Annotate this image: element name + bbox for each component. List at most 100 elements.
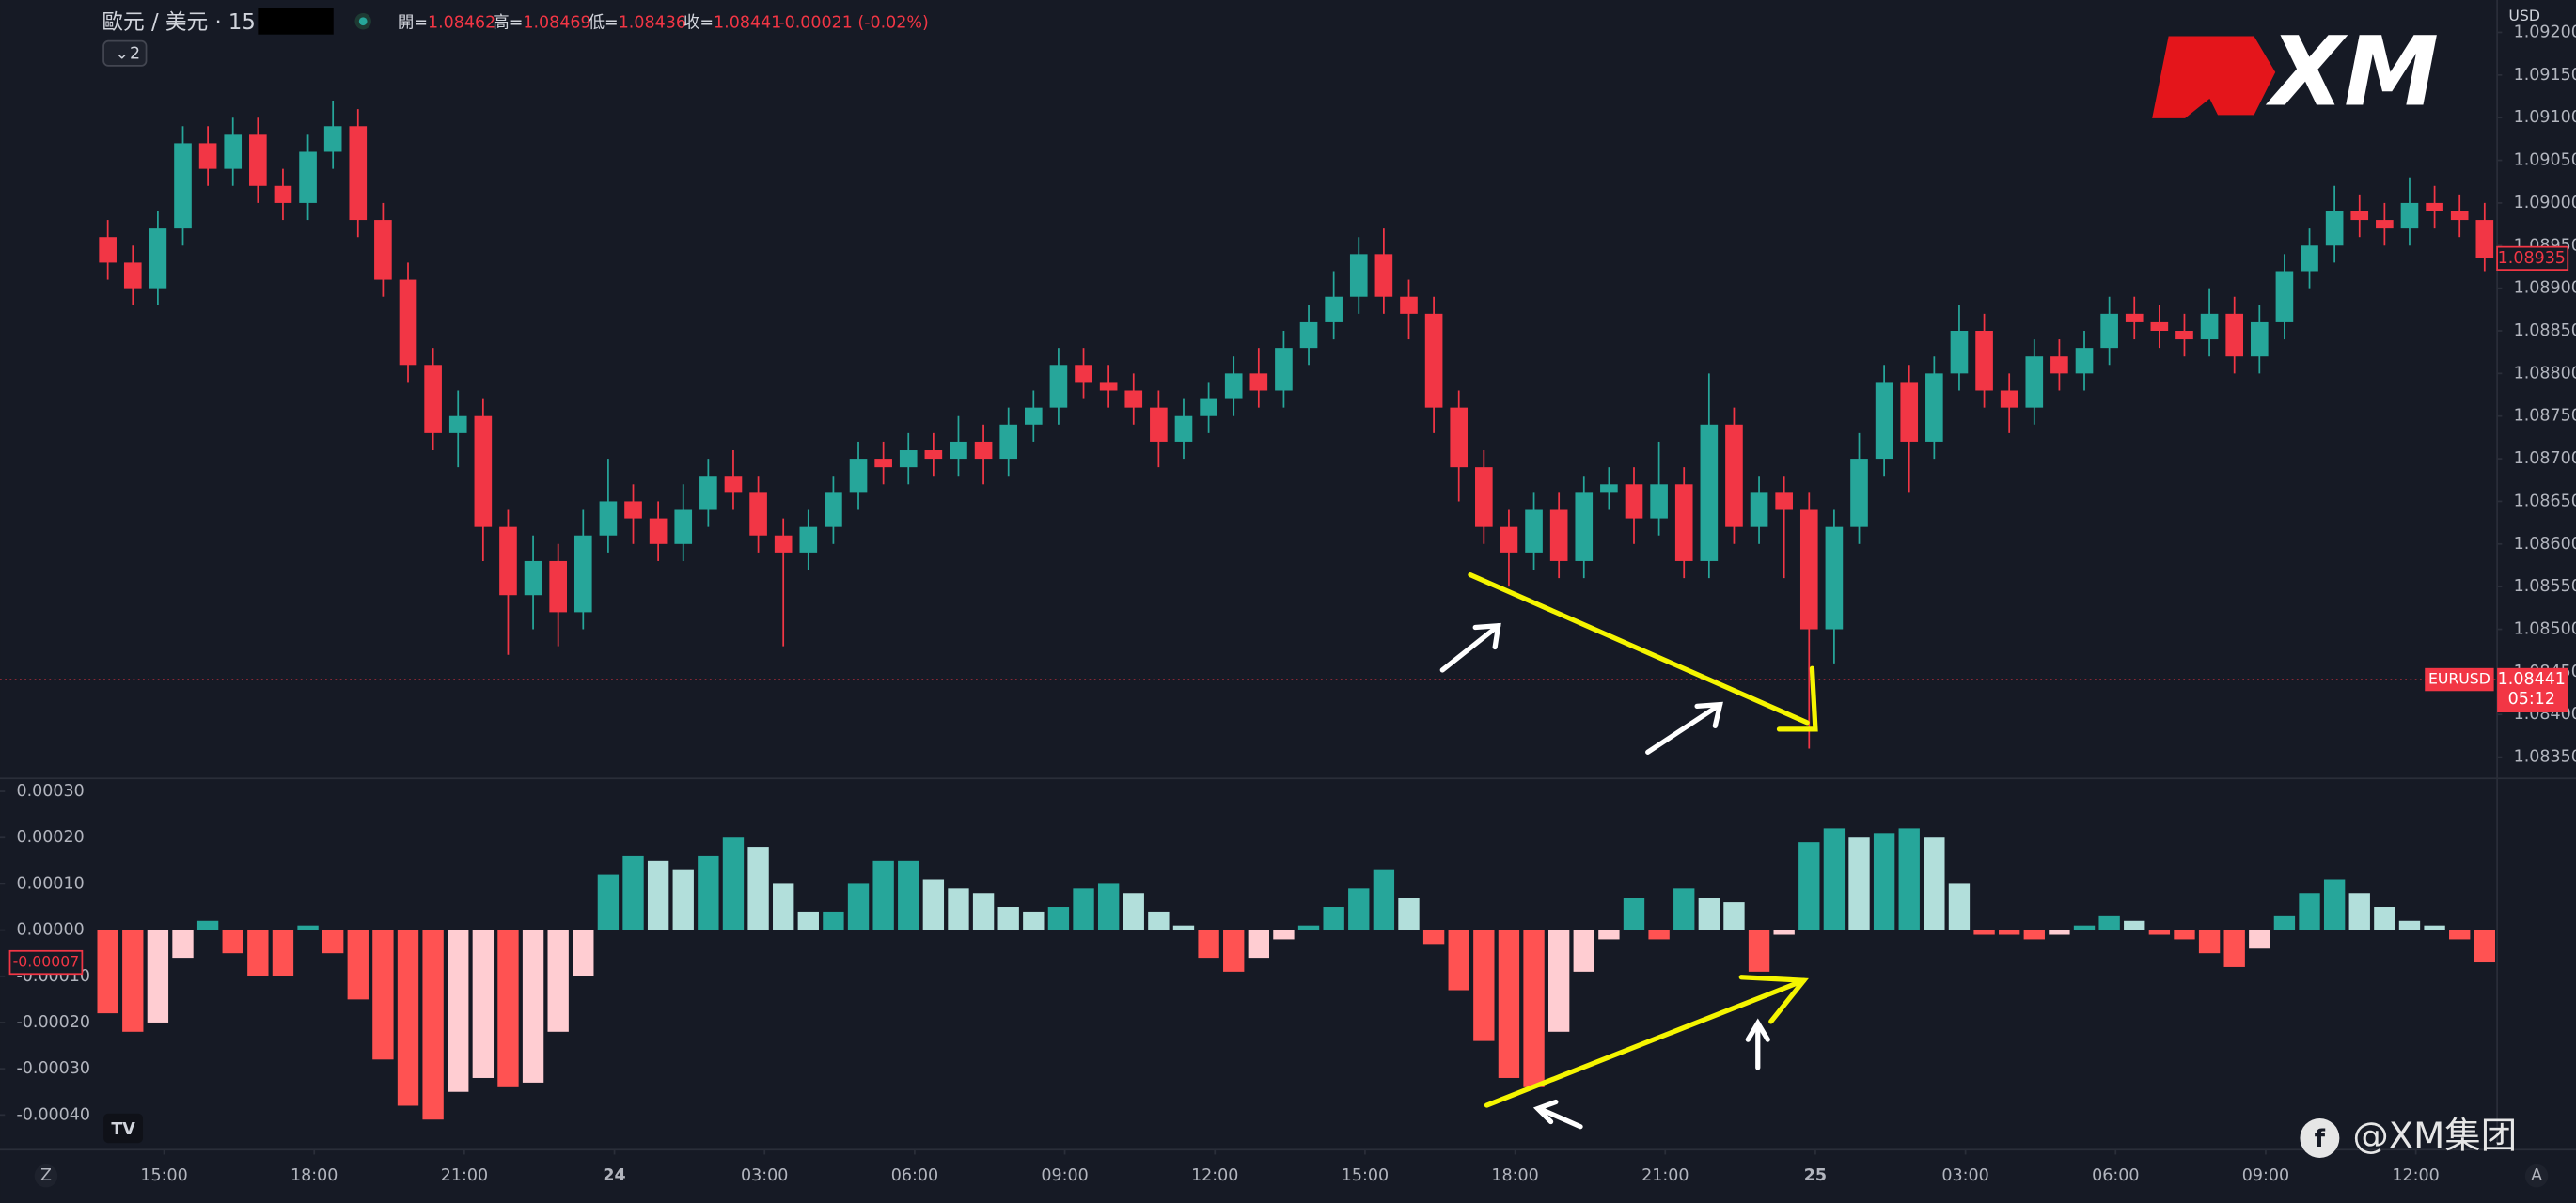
candle-body bbox=[1850, 459, 1868, 527]
last-price-tag bbox=[2497, 667, 2568, 712]
candle-body bbox=[1875, 382, 1893, 460]
white-arrowhead bbox=[1694, 701, 1723, 728]
histogram-bar bbox=[397, 930, 419, 1106]
status-dot bbox=[358, 17, 368, 26]
candle-body bbox=[649, 518, 668, 544]
candle-body bbox=[799, 526, 818, 553]
close-price-tag bbox=[2496, 245, 2569, 271]
candle-body bbox=[1475, 467, 1493, 527]
axis-button-label: A bbox=[2531, 1166, 2542, 1185]
histogram-value-label: -0.00007 bbox=[13, 953, 80, 971]
histogram-bar bbox=[1348, 888, 1370, 930]
candle-body bbox=[1349, 254, 1368, 297]
histogram-value-tag bbox=[8, 949, 84, 976]
axis-button-label: Z bbox=[40, 1166, 52, 1185]
histogram-bar bbox=[2098, 915, 2120, 930]
candle-body bbox=[2050, 356, 2068, 374]
axis-button[interactable] bbox=[34, 1164, 58, 1188]
candle-body bbox=[1174, 415, 1193, 442]
x-tick-label: 09:00 bbox=[2242, 1166, 2289, 1185]
candle-body bbox=[624, 501, 642, 519]
candle-body bbox=[149, 228, 167, 289]
histogram-bar bbox=[247, 930, 269, 976]
histogram-bar bbox=[347, 930, 369, 1000]
ohlc-value: 1.08462 bbox=[428, 13, 495, 32]
candle-body bbox=[2350, 211, 2369, 221]
ohlc-value: 1.08441 bbox=[714, 13, 781, 32]
candle-body bbox=[198, 143, 217, 169]
histogram-bar bbox=[2073, 925, 2096, 930]
candle-body bbox=[2426, 202, 2443, 211]
ohlc-value: 1.08436 bbox=[619, 13, 686, 32]
x-tick-label: 06:00 bbox=[2092, 1166, 2139, 1185]
white-arrowhead bbox=[1472, 622, 1501, 650]
y-tick-label: 0.00010 bbox=[16, 874, 84, 893]
candle-body bbox=[1725, 424, 1743, 527]
histogram-bar bbox=[948, 888, 969, 930]
candle-body bbox=[1625, 484, 1643, 519]
histogram-bar bbox=[1498, 930, 1520, 1078]
x-tick-label: 12:00 bbox=[2392, 1166, 2439, 1185]
histogram-bar bbox=[773, 883, 794, 930]
histogram-bar bbox=[2449, 930, 2471, 940]
candle-body bbox=[1200, 398, 1217, 416]
candle-body bbox=[1424, 313, 1443, 408]
candle-body bbox=[1325, 296, 1343, 322]
histogram-bar bbox=[1748, 930, 1770, 972]
histogram-bar bbox=[2474, 930, 2495, 963]
histogram-bar bbox=[847, 883, 870, 930]
currency[interactable]: USD bbox=[2508, 7, 2540, 24]
histogram-bar bbox=[872, 860, 894, 930]
candle-body bbox=[1249, 373, 1268, 391]
histogram-bar bbox=[1848, 837, 1870, 930]
yellow-arrowhead bbox=[1738, 975, 1809, 1024]
histogram-bar bbox=[972, 893, 995, 930]
candle-body bbox=[2275, 271, 2294, 322]
histogram-bar bbox=[222, 930, 243, 954]
candle-body bbox=[224, 134, 243, 169]
candle-body bbox=[1950, 330, 1969, 374]
histogram-bar bbox=[1097, 883, 1120, 930]
x-tick-label: 15:00 bbox=[140, 1166, 187, 1185]
x-tick-label: 03:00 bbox=[741, 1166, 788, 1185]
y-tick-label: 1.08500 bbox=[2514, 620, 2576, 639]
histogram-bar bbox=[747, 847, 769, 930]
candle-body bbox=[849, 459, 868, 493]
histogram-bar bbox=[2023, 930, 2045, 940]
ohlc-change: -0.00021 (-0.02%) bbox=[778, 13, 929, 32]
candle-body bbox=[950, 441, 967, 460]
histogram-bar bbox=[2299, 893, 2320, 930]
histogram-bar bbox=[1573, 930, 1594, 972]
histogram-bar bbox=[547, 930, 569, 1032]
histogram-bar bbox=[647, 860, 669, 930]
tv-logo: TV bbox=[111, 1120, 135, 1139]
x-tick-label: 03:00 bbox=[1941, 1166, 1988, 1185]
histogram-bar bbox=[1798, 842, 1820, 930]
histogram-bar bbox=[1023, 911, 1045, 930]
y-tick-label: -0.00020 bbox=[16, 1013, 90, 1032]
candle-body bbox=[749, 492, 767, 536]
collapse-button[interactable] bbox=[102, 39, 148, 67]
candle-body bbox=[599, 501, 618, 536]
histogram-bar bbox=[1873, 833, 1895, 930]
candle-body bbox=[424, 365, 442, 433]
y-tick-label: 1.08750 bbox=[2514, 407, 2576, 426]
histogram-bar bbox=[1172, 925, 1195, 930]
candle-body bbox=[1224, 373, 1243, 399]
y-tick-label: 1.08550 bbox=[2514, 577, 2576, 596]
y-tick-label: 1.08350 bbox=[2514, 748, 2576, 767]
histogram-bar bbox=[2398, 920, 2421, 930]
white-arrowhead bbox=[1532, 1099, 1559, 1125]
candle-body bbox=[474, 415, 493, 527]
histogram-bar bbox=[597, 874, 620, 930]
axis-button[interactable] bbox=[2524, 1164, 2549, 1188]
candle-body bbox=[1600, 484, 1618, 493]
candle-body bbox=[2376, 220, 2394, 229]
histogram-bar bbox=[2348, 893, 2370, 930]
histogram-bar bbox=[1473, 930, 1495, 1041]
candle-body bbox=[1799, 509, 1818, 630]
candle-body bbox=[399, 279, 417, 366]
histogram-bar bbox=[1623, 898, 1645, 930]
